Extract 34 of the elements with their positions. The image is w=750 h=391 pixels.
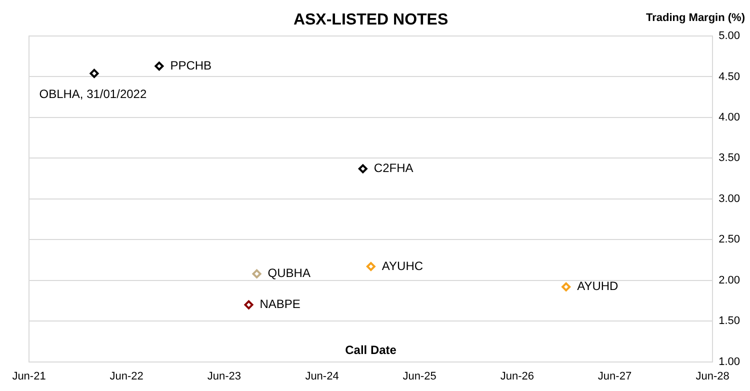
y-tick-label: 3.50 bbox=[718, 152, 740, 164]
series-label: OBLHA, 31/01/2022 bbox=[39, 86, 147, 101]
x-tick-label: Jun-24 bbox=[305, 370, 339, 382]
x-tick-label: Jun-25 bbox=[402, 370, 436, 382]
point bbox=[358, 164, 368, 174]
x-tick-label: Jun-28 bbox=[696, 370, 730, 382]
point bbox=[252, 269, 262, 278]
y-tick-label: 5.00 bbox=[718, 30, 740, 42]
series-label: AYUHC bbox=[382, 258, 424, 273]
x-tick-label: Jun-26 bbox=[500, 370, 534, 382]
point bbox=[366, 262, 376, 272]
x-tick-label: Jun-23 bbox=[207, 370, 241, 382]
point bbox=[562, 282, 571, 292]
series-label: C2FHA bbox=[374, 161, 414, 176]
series-label: NABPE bbox=[260, 297, 300, 312]
x-tick-label: Jun-22 bbox=[110, 370, 144, 382]
series-label: QUBHA bbox=[268, 266, 310, 280]
y-tick-label: 4.50 bbox=[718, 70, 740, 83]
y-tick-label: 1.50 bbox=[718, 315, 740, 328]
series-label: PPCHB bbox=[170, 58, 212, 72]
y-axis-title: Trading Margin (%) bbox=[646, 12, 746, 24]
y-tick-label: 2.50 bbox=[718, 234, 740, 246]
point bbox=[244, 300, 254, 310]
y-tick-label: 4.00 bbox=[718, 111, 740, 124]
point bbox=[90, 68, 99, 78]
x-axis-title: Call Date bbox=[345, 343, 397, 358]
x-tick-label: Jun-27 bbox=[598, 370, 632, 382]
point bbox=[154, 62, 164, 71]
y-tick-label: 2.00 bbox=[718, 274, 740, 286]
series-label: AYUHD bbox=[577, 279, 619, 294]
y-tick-label: 3.00 bbox=[718, 192, 740, 205]
chart-title: ASX-LISTED NOTES bbox=[293, 11, 448, 28]
x-tick-label: Jun-21 bbox=[12, 370, 46, 382]
y-tick-label: 1.00 bbox=[718, 356, 740, 368]
